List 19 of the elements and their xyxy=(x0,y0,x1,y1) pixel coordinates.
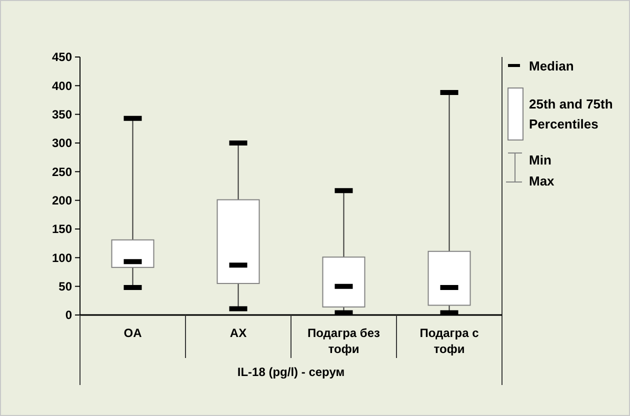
text: Max xyxy=(529,174,556,189)
y-tick-label: 0 xyxy=(65,308,72,322)
x-tick-label: Подагра без тофи xyxy=(308,326,380,356)
y-tick-label: 250 xyxy=(52,164,72,179)
x-tick-label: Подагра с тофи xyxy=(420,326,480,356)
x-tick-label: OA xyxy=(124,326,142,340)
x-axis-title: IL-18 (pg/l) - серум xyxy=(237,365,345,379)
x-tick-label: AX xyxy=(230,326,247,340)
text: Min xyxy=(529,152,552,168)
y-tick-label: 100 xyxy=(52,250,72,265)
y-tick-label: 350 xyxy=(52,108,72,122)
y-tick-label: 300 xyxy=(52,136,72,150)
y-tick-label: 150 xyxy=(52,222,72,236)
y-tick-label: 200 xyxy=(52,194,72,208)
y-tick-label: 50 xyxy=(58,280,72,294)
text: Median xyxy=(529,58,574,74)
text: 25th and 75th Percentiles xyxy=(529,96,613,132)
y-tick-label: 450 xyxy=(52,50,72,64)
y-tick-label: 400 xyxy=(52,78,72,93)
